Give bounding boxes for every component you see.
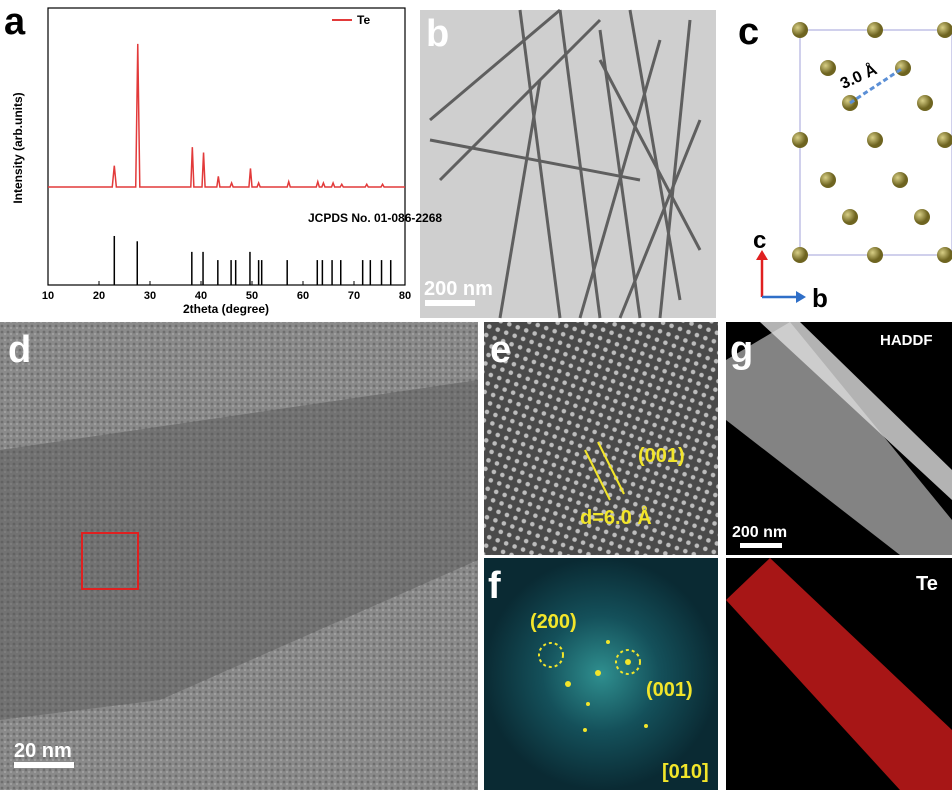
fft-image: [484, 558, 718, 790]
x-tick-label: 50: [246, 290, 258, 302]
atom: [820, 172, 836, 188]
mode-label: HADDF: [880, 332, 933, 349]
atom: [842, 209, 858, 225]
atom: [917, 95, 933, 111]
element-label: Te: [916, 573, 938, 595]
tem-image: [420, 10, 716, 318]
atom: [867, 247, 883, 263]
panel-letter: f: [488, 565, 501, 607]
scale-bar: [14, 762, 74, 768]
plane-label: (001): [638, 445, 685, 467]
atom: [820, 60, 836, 76]
x-tick-label: 20: [93, 290, 105, 302]
spacing-label: d=6.0 Å: [580, 505, 652, 529]
x-tick-label: 30: [144, 290, 156, 302]
reference-label: JCPDS No. 01-086-2268: [308, 211, 442, 225]
spot-label: (001): [646, 679, 693, 701]
panel-letter: d: [8, 329, 31, 371]
atom: [914, 209, 930, 225]
arrow-head: [796, 291, 806, 303]
panel-letter: e: [490, 329, 511, 371]
scale-label: 20 nm: [14, 740, 72, 762]
atom: [867, 132, 883, 148]
xrd-line: [48, 44, 405, 187]
x-tick-label: 60: [297, 290, 309, 302]
atom: [867, 22, 883, 38]
atom: [892, 172, 908, 188]
zone-label: [010]: [662, 761, 709, 783]
atom: [937, 247, 952, 263]
atom: [792, 22, 808, 38]
atoms: [792, 22, 952, 263]
atom: [937, 132, 952, 148]
x-tick-label: 80: [399, 290, 411, 302]
panel-letter: c: [738, 11, 759, 53]
x-tick-label: 40: [195, 290, 207, 302]
spot-label: (200): [530, 611, 577, 633]
plot-frame: [48, 8, 405, 285]
y-axis-label: Intensity (arb.units): [11, 92, 25, 203]
panel-letter: a: [4, 1, 26, 43]
x-tick-label: 10: [42, 290, 54, 302]
atom: [792, 247, 808, 263]
legend-label: Te: [357, 13, 370, 27]
scale-label: 200 nm: [732, 524, 787, 541]
x-tick-label: 70: [348, 290, 360, 302]
figure: b 200 nm 3.0 Å c b c d 20 nm e (001) d=6…: [0, 0, 952, 790]
x-axis-label: 2theta (degree): [183, 302, 269, 316]
axis-label: c: [753, 227, 766, 254]
panel-letter: g: [730, 329, 753, 371]
panel-letter: b: [426, 13, 449, 55]
scale-bar: [425, 300, 475, 306]
atom: [937, 22, 952, 38]
axis-label: b: [812, 283, 828, 313]
scale-bar: [740, 543, 782, 548]
atom: [792, 132, 808, 148]
scale-label: 200 nm: [424, 278, 493, 300]
